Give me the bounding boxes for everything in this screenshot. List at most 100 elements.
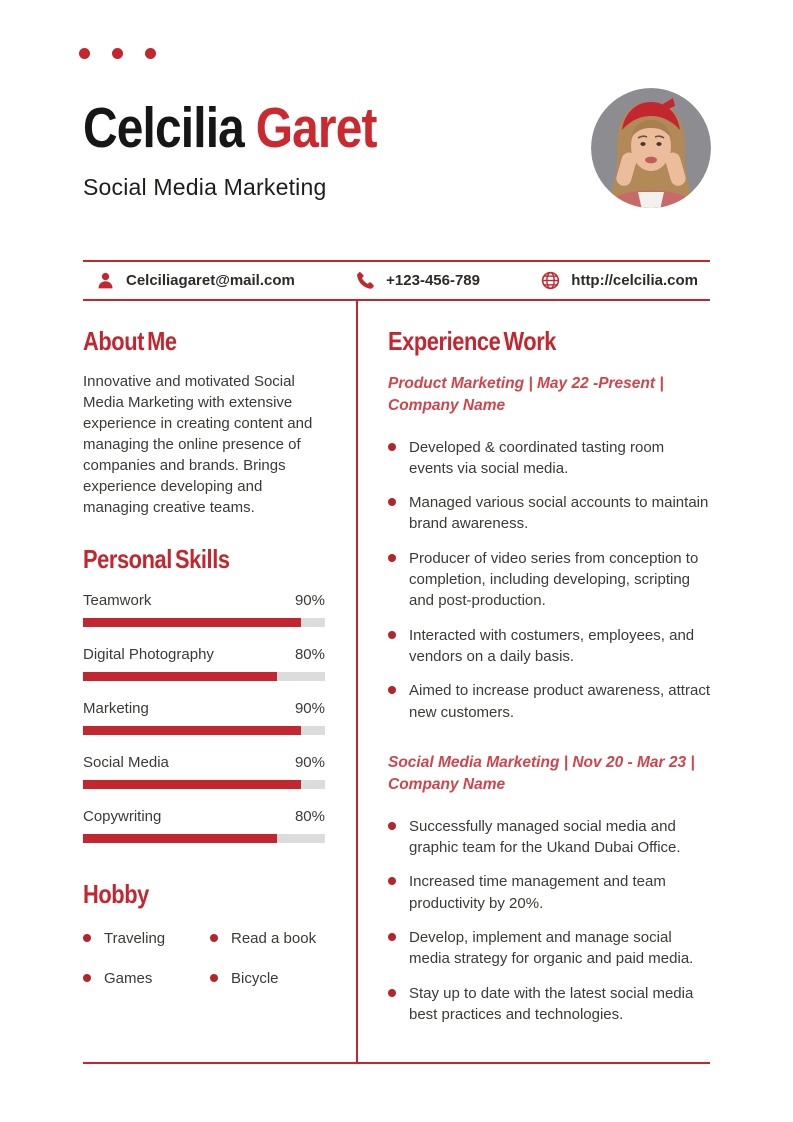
job-bullet: Successfully managed social media and gr…	[388, 816, 710, 859]
skill-bar-track	[83, 726, 325, 736]
contact-email-text: Celciliagaret@mail.com	[126, 272, 295, 289]
job-bullet-text: Stay up to date with the latest social m…	[409, 984, 694, 1023]
job-bullet-text: Managed various social accounts to maint…	[409, 494, 709, 533]
skill-bar-fill	[83, 618, 301, 628]
column-divider	[356, 301, 358, 1063]
skill-bar-fill	[83, 726, 301, 736]
bullet-dot-icon	[83, 934, 91, 943]
skill-bar-track	[83, 672, 325, 682]
skill-percent: 80%	[294, 808, 325, 826]
hobby-item: Read a book	[210, 930, 325, 947]
skill-item: Social Media 90%	[83, 754, 325, 790]
skill-percent: 80%	[294, 646, 325, 664]
bullet-dot-icon	[388, 988, 396, 997]
bullet-dot-icon	[388, 553, 396, 562]
decorative-dots	[0, 0, 793, 59]
job-bullet: Increased time management and team produ…	[388, 871, 710, 914]
phone-icon	[357, 272, 374, 289]
decorative-dot	[145, 48, 156, 59]
hobby-list: Traveling Read a book Games Bicycle	[83, 930, 325, 987]
job-bullet-text: Developed & coordinated tasting room eve…	[409, 438, 665, 477]
skill-bar-fill	[83, 834, 277, 844]
skill-bar-fill	[83, 780, 301, 790]
bullet-dot-icon	[83, 974, 91, 983]
job-bullet-list: Successfully managed social media and gr…	[388, 816, 710, 1025]
personal-skills-title: Personal Skills	[83, 543, 230, 574]
skill-bar-track	[83, 618, 325, 628]
skill-bar-track	[83, 834, 325, 844]
main-content: About Me Innovative and motivated Social…	[83, 301, 710, 1065]
person-first-name: Celcilia	[83, 96, 245, 160]
bullet-dot-icon	[210, 974, 218, 983]
skill-label: Digital Photography	[83, 646, 214, 664]
hobby-item: Bicycle	[210, 970, 325, 987]
job-bullet: Interacted with costumers, employees, an…	[388, 625, 710, 668]
contact-phone-text: +123-456-789	[386, 272, 480, 289]
bullet-dot-icon	[388, 877, 396, 886]
bullet-dot-icon	[388, 630, 396, 639]
hobby-label: Traveling	[104, 929, 166, 947]
skill-item: Teamwork 90%	[83, 592, 325, 628]
right-column: Experience Work Product Marketing | May …	[358, 301, 710, 1062]
skill-percent: 90%	[294, 700, 325, 718]
skill-label: Marketing	[83, 700, 149, 718]
skill-bar-track	[83, 780, 325, 790]
experience-work-title: Experience Work	[388, 326, 557, 356]
skill-item: Marketing 90%	[83, 700, 325, 736]
hobby-title: Hobby	[83, 879, 149, 910]
job-bullet: Develop, implement and manage social med…	[388, 927, 710, 970]
contact-website[interactable]: http://celcilia.com	[540, 270, 698, 291]
job-bullet-text: Interacted with costumers, employees, an…	[409, 626, 695, 665]
about-me-text: Innovative and motivated Social Media Ma…	[83, 372, 313, 516]
bullet-dot-icon	[210, 934, 218, 943]
bullet-dot-icon	[388, 498, 396, 507]
job-bullet-text: Successfully managed social media and gr…	[409, 817, 681, 857]
skill-item: Copywriting 80%	[83, 808, 325, 844]
job-bullet: Stay up to date with the latest social m…	[388, 983, 710, 1026]
job-bullet-text: Aimed to increase product awareness, att…	[409, 682, 710, 721]
globe-icon	[542, 271, 560, 290]
decorative-dot	[79, 48, 90, 59]
bullet-dot-icon	[388, 686, 396, 695]
skill-label: Teamwork	[83, 592, 152, 610]
job-bullet-text: Increased time management and team produ…	[409, 873, 666, 912]
avatar-illustration	[591, 88, 711, 208]
hobby-item: Traveling	[83, 930, 210, 947]
hobby-item: Games	[83, 970, 210, 987]
bullet-dot-icon	[388, 932, 396, 941]
contact-email[interactable]: Celciliagaret@mail.com	[95, 270, 295, 291]
person-icon	[98, 272, 113, 289]
skill-label: Copywriting	[83, 808, 162, 826]
skill-item: Digital Photography 80%	[83, 646, 325, 682]
about-me-title: About Me	[83, 326, 177, 356]
header: Celcilia Garet Social Media Marketing	[83, 100, 793, 201]
bullet-dot-icon	[388, 821, 396, 830]
hobby-label: Read a book	[231, 929, 317, 947]
job-bullet-list: Developed & coordinated tasting room eve…	[388, 437, 710, 723]
job-heading: Social Media Marketing | Nov 20 - Mar 23…	[388, 753, 695, 794]
job-bullet-text: Develop, implement and manage social med…	[409, 928, 694, 968]
job-title-subtitle: Social Media Marketing	[83, 174, 327, 200]
skill-percent: 90%	[294, 592, 325, 610]
skill-label: Social Media	[83, 754, 169, 772]
job-bullet: Producer of video series from conception…	[388, 548, 710, 612]
hobby-label: Bicycle	[231, 969, 279, 987]
person-name: Celcilia Garet	[83, 100, 679, 157]
job-bullet: Managed various social accounts to maint…	[388, 492, 710, 535]
bullet-dot-icon	[388, 442, 396, 451]
job-bullet: Aimed to increase product awareness, att…	[388, 680, 710, 723]
decorative-dot	[112, 48, 123, 59]
job-bullet-text: Producer of video series from conception…	[409, 549, 699, 610]
contact-phone[interactable]: +123-456-789	[355, 270, 480, 291]
left-column: About Me Innovative and motivated Social…	[83, 301, 325, 1062]
job-heading: Product Marketing | May 22 -Present | Co…	[388, 374, 664, 415]
job-bullet: Developed & coordinated tasting room eve…	[388, 437, 710, 480]
profile-photo	[591, 88, 711, 208]
skill-percent: 90%	[294, 754, 325, 772]
contact-website-text: http://celcilia.com	[571, 272, 698, 289]
hobby-label: Games	[104, 969, 153, 987]
skill-bar-fill	[83, 672, 277, 682]
person-last-name: Garet	[255, 96, 378, 160]
contact-bar: Celciliagaret@mail.com +123-456-789 http…	[83, 260, 710, 301]
